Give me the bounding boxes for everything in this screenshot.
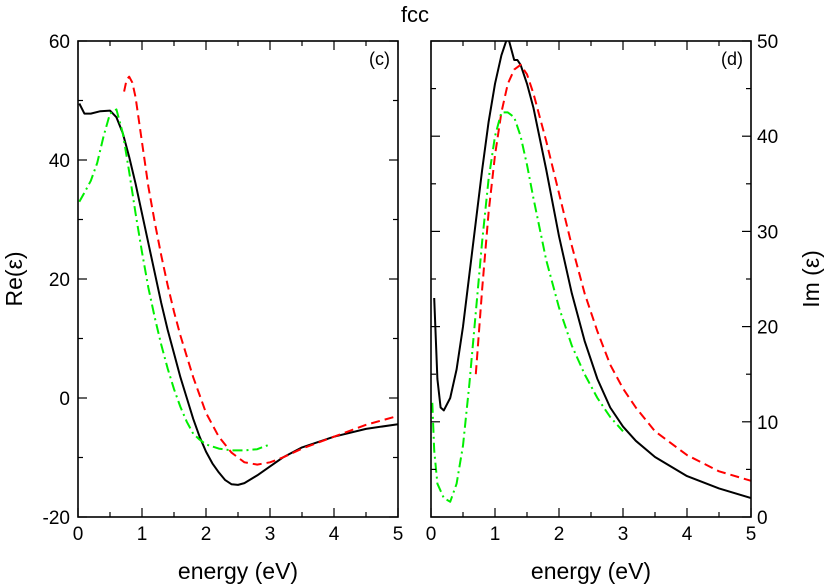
series-line-red-dashed [474, 63, 751, 482]
y-tick-label: 20 [757, 318, 778, 339]
series-line-black-solid [433, 41, 751, 499]
y-tick-label: 0 [59, 389, 70, 410]
x-tick-label: 3 [618, 524, 629, 545]
y-axis-label: Im (ε) [798, 250, 824, 308]
figure-title: fcc [401, 2, 429, 27]
y-tick-label: 20 [49, 270, 70, 291]
y-tick-label: 40 [49, 151, 70, 172]
y-tick-label: 30 [757, 222, 778, 243]
series-line-black-solid [78, 103, 398, 486]
x-tick-label: 4 [329, 524, 340, 545]
x-tick-label: 1 [490, 524, 501, 545]
y-axis-label: Re(ε) [1, 252, 27, 307]
panel-label: (c) [369, 49, 390, 69]
x-tick-label: 1 [137, 524, 148, 545]
series-line-green-dashdot [78, 108, 271, 452]
series-line-green-dashdot [431, 111, 624, 503]
series-line-red-dashed [123, 75, 398, 466]
y-tick-label: 60 [49, 32, 70, 53]
y-tick-label: 10 [757, 413, 778, 434]
y-tick-label: 50 [757, 32, 778, 53]
y-tick-label: 40 [757, 127, 778, 148]
y-tick-label: -20 [43, 508, 70, 529]
x-tick-label: 5 [746, 524, 757, 545]
x-tick-label: 4 [682, 524, 693, 545]
x-tick-label: 0 [426, 524, 437, 545]
y-tick-label: 0 [757, 508, 768, 529]
x-tick-label: 2 [201, 524, 212, 545]
x-tick-label: 2 [554, 524, 565, 545]
plot-frame [77, 40, 399, 518]
x-tick-label: 3 [265, 524, 276, 545]
x-axis-label: energy (eV) [531, 558, 651, 584]
panel-label: (d) [721, 49, 743, 69]
x-tick-label: 5 [393, 524, 404, 545]
x-tick-label: 0 [73, 524, 84, 545]
x-axis-label: energy (eV) [178, 558, 298, 584]
